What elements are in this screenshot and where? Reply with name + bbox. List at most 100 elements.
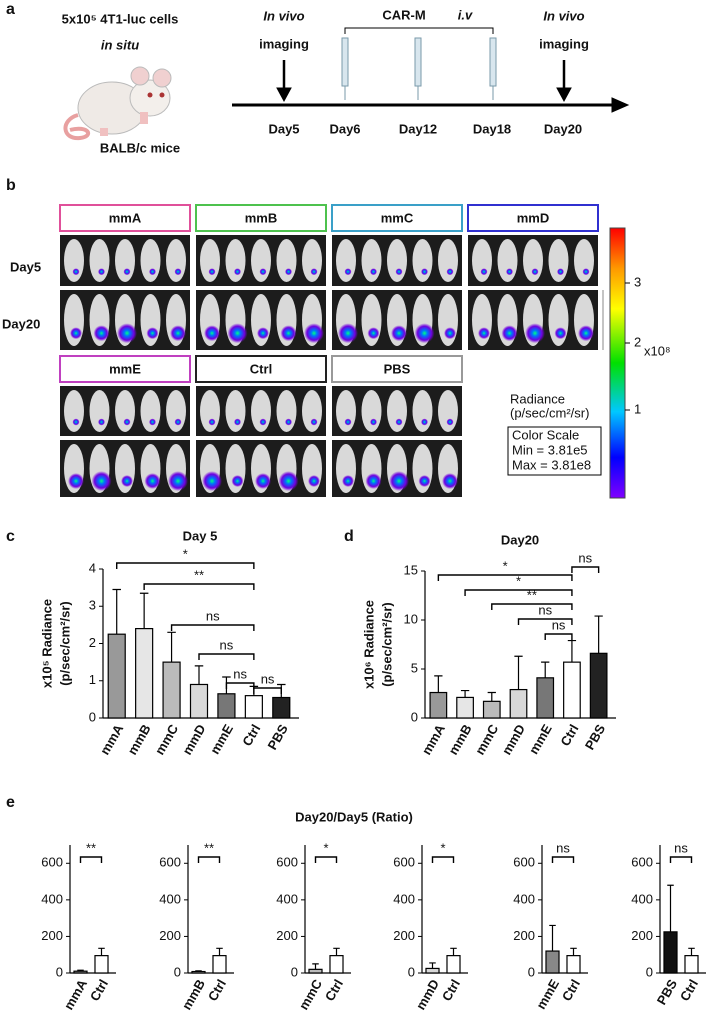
signal	[418, 475, 431, 488]
x-tick-label: mmC	[296, 976, 326, 1012]
signal	[98, 418, 105, 426]
signal	[395, 418, 403, 426]
y-tick-label: 200	[513, 928, 535, 943]
y-tick-label: 0	[411, 709, 418, 724]
colorbar-unit: x10⁸	[644, 343, 670, 358]
mouse	[225, 239, 246, 282]
signal	[72, 268, 80, 276]
colorbar-tick-label: 2	[634, 334, 641, 349]
mouse	[387, 239, 407, 282]
panel-label: c	[6, 528, 15, 545]
panel-label: d	[344, 528, 354, 545]
signal	[414, 323, 435, 344]
signal	[149, 268, 156, 276]
signal	[442, 473, 458, 490]
y-tick-label: 0	[528, 964, 535, 979]
significance-label: ns	[674, 840, 688, 855]
bar	[456, 696, 474, 719]
day-label: Day6	[329, 121, 360, 136]
mouse	[115, 390, 135, 432]
signal	[304, 323, 324, 344]
bar	[212, 955, 227, 974]
mouse	[336, 239, 356, 282]
error-bar	[139, 592, 149, 629]
y-tick-label: 400	[276, 891, 298, 906]
y-tick-label: 200	[631, 928, 653, 943]
y-tick-label: 0	[174, 964, 181, 979]
mouse	[64, 390, 84, 432]
mouse	[472, 239, 492, 282]
bar	[329, 955, 344, 974]
error-bar	[77, 969, 84, 972]
treatment-label: CAR-M	[382, 7, 425, 22]
signal	[310, 418, 318, 426]
mouse	[361, 390, 382, 432]
error-bar	[167, 631, 176, 663]
bar	[94, 955, 109, 974]
significance-bracket	[437, 574, 573, 581]
mouse	[523, 239, 543, 282]
signal	[70, 327, 82, 340]
y-tick-label: 10	[404, 611, 418, 626]
signal	[344, 418, 352, 426]
x-tick-label: mmB	[124, 722, 153, 758]
error-bar	[487, 691, 496, 702]
imaging-label: imaging	[259, 36, 309, 51]
day-label: Day20	[544, 121, 582, 136]
error-bar	[98, 947, 105, 956]
significance-bracket	[491, 603, 573, 610]
y-axis-label: x10⁵ Radiance	[39, 599, 54, 688]
bar	[684, 955, 699, 974]
signal	[259, 268, 267, 276]
y-tick-label: 4	[89, 560, 96, 575]
group-label: mmD	[517, 210, 550, 225]
x-tick-label: mmA	[61, 976, 91, 1012]
y-tick-label: 600	[41, 855, 63, 870]
bar	[217, 693, 236, 719]
imaging-label: In vivo	[543, 8, 584, 23]
significance-label: ns	[220, 637, 234, 652]
y-axis-label: x10⁶ Radiance	[361, 600, 376, 689]
y-tick-label: 200	[41, 928, 63, 943]
color-scale-title: Color Scale	[512, 427, 579, 442]
signal	[531, 268, 539, 276]
mouse	[574, 239, 594, 282]
bar	[545, 950, 560, 974]
error-bar	[667, 884, 674, 932]
significance-label: **	[194, 567, 204, 582]
significance-label: ns	[233, 666, 247, 681]
y-tick-label: 400	[41, 891, 63, 906]
error-bar	[688, 947, 695, 956]
error-bar	[312, 963, 319, 970]
y-tick-label: 400	[631, 891, 653, 906]
significance-bracket	[116, 562, 255, 569]
panel-label: e	[6, 794, 15, 811]
x-tick-label: Ctrl	[677, 977, 701, 1004]
signal	[446, 268, 454, 276]
signal	[395, 268, 403, 276]
y-tick-label: 600	[159, 855, 181, 870]
group-frame	[195, 204, 327, 232]
signal	[344, 268, 352, 276]
bar	[73, 970, 88, 974]
color-scale-box	[507, 426, 602, 476]
significance-bracket	[143, 583, 255, 590]
x-tick-label: mmC	[152, 721, 182, 757]
bar	[589, 652, 608, 719]
signal	[174, 268, 182, 276]
y-tick-label: 0	[646, 964, 653, 979]
x-tick-label: PBS	[582, 721, 609, 752]
significance-label: ns	[552, 617, 566, 632]
colorbar-tick-label: 3	[634, 274, 641, 289]
mouse	[140, 390, 161, 432]
mouse	[251, 239, 271, 282]
signal	[342, 475, 354, 488]
mouse	[89, 239, 110, 282]
y-tick-label: 600	[631, 855, 653, 870]
mouse	[200, 390, 220, 432]
significance-bracket	[225, 682, 255, 689]
route-label: i.v	[458, 7, 473, 22]
bar	[536, 677, 555, 719]
group-label: mmE	[109, 361, 141, 376]
